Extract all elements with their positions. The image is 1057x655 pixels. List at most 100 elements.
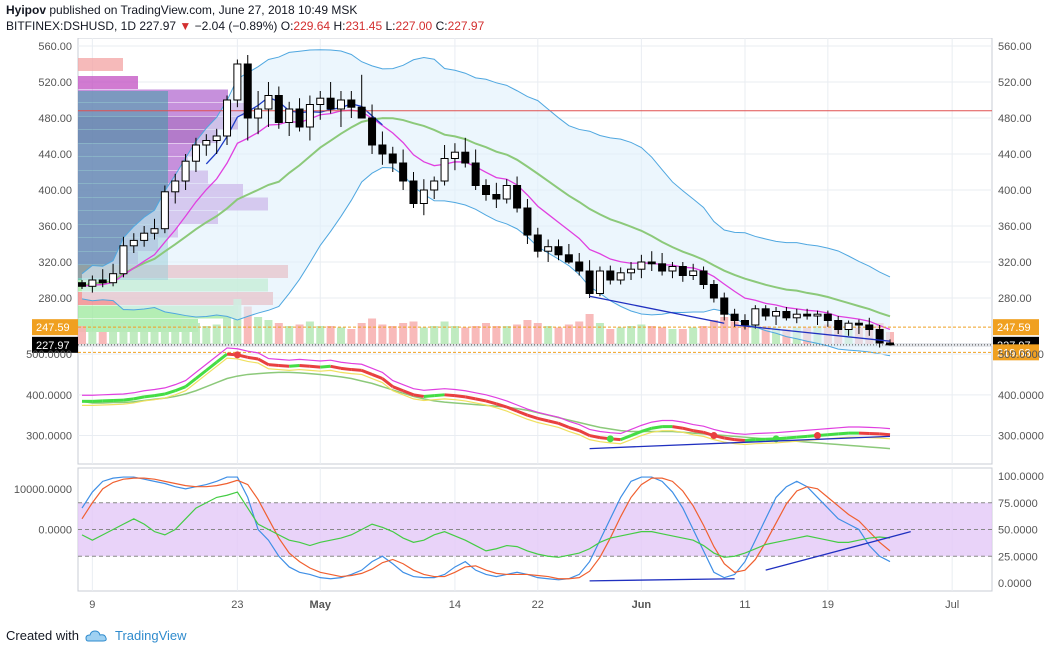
candle-down	[513, 185, 522, 209]
x-tick-label: 11	[739, 599, 750, 611]
volume-bar	[368, 318, 377, 344]
candle-down	[378, 144, 387, 155]
indicator-main-segment	[195, 369, 208, 380]
symbol-label: BITFINEX:DSHUSD, 1D	[6, 19, 137, 33]
indicator-main-segment	[174, 385, 187, 393]
indicator-main-segment	[402, 389, 415, 397]
candle-up	[627, 268, 636, 274]
volume-bar	[191, 323, 200, 344]
volume-bar	[285, 326, 294, 344]
indicator-main-segment	[423, 394, 435, 398]
x-tick-label: Jul	[945, 599, 959, 611]
candle-down	[492, 194, 501, 200]
candle-down	[720, 297, 729, 315]
stoch-y-label-right: 50.0000	[998, 525, 1038, 537]
volume-bar	[730, 321, 739, 344]
volume-bar	[233, 299, 242, 344]
candle-down	[875, 329, 884, 344]
candle-down	[554, 246, 563, 256]
indicator-main-segment	[464, 395, 476, 401]
chart-canvas[interactable]: 9 23 May 14 22 Jun 11 19 Jul 560.00 560.00 520.00 52…	[0, 38, 1057, 623]
volume-bar	[388, 326, 397, 344]
high-value: 231.45	[345, 19, 383, 33]
candle-down	[585, 270, 594, 294]
y-tick-label-right: 320.00	[998, 257, 1032, 269]
candle-up	[191, 144, 200, 162]
volume-bar	[160, 321, 169, 344]
candle-down	[740, 320, 749, 326]
indicator-main-segment	[361, 368, 373, 376]
volume-bar	[109, 329, 118, 344]
x-tick-label: 19	[822, 599, 834, 611]
volume-bar	[119, 323, 128, 344]
indicator-main-segment	[796, 434, 808, 439]
volume-bar	[761, 326, 770, 344]
candle-down	[803, 313, 812, 317]
candle-down	[388, 153, 397, 164]
indicator-main-segment	[320, 364, 331, 369]
indicator-main-segment	[568, 425, 580, 433]
bollinger-middle-line	[81, 117, 891, 318]
candle-up	[844, 322, 853, 331]
y-tick-label-left: 400.00	[38, 185, 72, 197]
author-name[interactable]: Hyipov	[6, 3, 47, 17]
indicator-signal-dot	[233, 351, 241, 359]
candle-up	[223, 99, 232, 137]
candle-up	[668, 266, 677, 272]
indicator-main-segment	[692, 429, 704, 434]
volume-bar	[305, 321, 314, 344]
stoch-k-line	[81, 476, 891, 581]
candle-down	[761, 308, 770, 317]
volume-bar	[440, 321, 449, 344]
volume-bar	[564, 324, 573, 344]
last-price: 227.97	[139, 19, 177, 33]
indicator-main-segment	[557, 421, 570, 429]
stoch-d-line	[81, 477, 891, 580]
candle-up	[751, 308, 760, 326]
indicator-main-segment	[444, 393, 456, 398]
candle-up	[616, 272, 625, 281]
tradingview-link[interactable]: TradingView	[114, 628, 187, 643]
indicator-main-segment	[434, 393, 445, 398]
stoch-trendline-1	[589, 578, 735, 582]
volume-bar	[606, 329, 615, 344]
candle-down	[678, 266, 687, 276]
candle-up	[129, 239, 138, 247]
volume-bar	[575, 321, 584, 344]
candle-up	[212, 135, 221, 141]
published-text: published on TradingView.com, June 27, 2…	[49, 3, 358, 17]
volume-bar	[88, 330, 97, 344]
volume-bar	[471, 326, 480, 344]
candle-down	[471, 162, 480, 186]
footer: Created with TradingView	[6, 628, 187, 643]
indicator-main-segment	[351, 368, 362, 372]
candle-up	[316, 97, 325, 106]
indicator-main-segment	[164, 389, 176, 396]
volume-bar	[140, 329, 149, 344]
candle-down	[647, 261, 656, 265]
candle-down	[326, 97, 335, 110]
y-tick-label-left: 280.00	[38, 293, 72, 305]
indicator-main-segment	[651, 425, 663, 430]
indicator-main-segment	[495, 402, 508, 409]
candle-up	[772, 311, 781, 317]
indicator-main-segment	[506, 405, 518, 413]
candle-down	[295, 108, 304, 128]
volume-bar	[595, 323, 604, 344]
indicator-main-segment	[589, 434, 601, 440]
volume-bar	[772, 327, 781, 344]
volume-bar	[223, 317, 232, 344]
price-tag-bg	[993, 319, 1039, 336]
volume-bar	[616, 327, 625, 344]
volume-bar	[658, 327, 667, 344]
header-publisher-line: Hyipov published on TradingView.com, Jun…	[6, 2, 1046, 18]
price-tag-bg	[993, 344, 1039, 361]
volume-profile-bar	[78, 319, 198, 332]
y-tick-label-right: 280.00	[998, 293, 1032, 305]
volume-bar	[647, 326, 656, 344]
candle-up	[637, 261, 646, 270]
candle-up	[689, 270, 698, 276]
indicator-main-segment	[154, 392, 166, 398]
indicator-y-label-right: 500.0000	[998, 349, 1044, 361]
candle-down	[575, 261, 584, 272]
